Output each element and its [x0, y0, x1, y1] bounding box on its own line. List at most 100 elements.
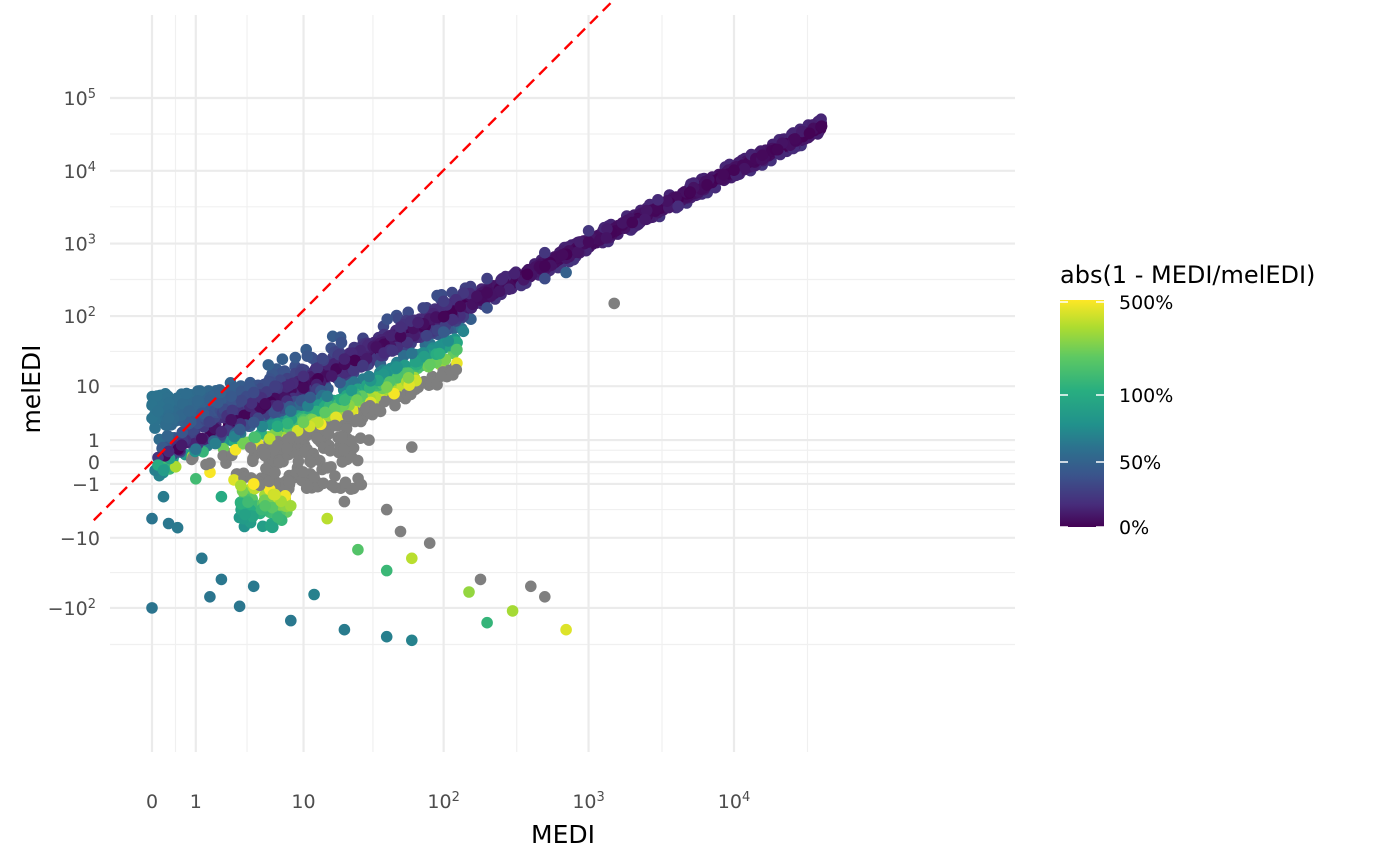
data-point-2408 — [339, 476, 352, 489]
data-point-2354 — [229, 444, 242, 456]
data-point-2490 — [266, 521, 279, 534]
data-point-2381 — [336, 432, 349, 444]
data-point-1478 — [301, 350, 314, 362]
data-point-2391 — [235, 394, 248, 407]
data-point-1669 — [454, 300, 467, 313]
data-point-2416 — [324, 445, 337, 457]
data-point-2563 — [338, 495, 351, 508]
color-legend: abs(1 - MEDI/melEDI) 0% 50% 100% 500% — [1060, 261, 1315, 539]
data-point-1686 — [616, 217, 629, 229]
data-point-2539 — [394, 321, 407, 334]
data-point-2497 — [235, 479, 247, 492]
data-point-1609 — [347, 364, 360, 376]
data-point-2231 — [351, 414, 364, 426]
data-point-2577 — [162, 517, 175, 530]
data-point-1682 — [161, 429, 174, 442]
legend-colorbar — [1060, 300, 1104, 527]
data-point-2250 — [402, 372, 415, 384]
data-point-2523 — [626, 216, 639, 229]
data-point-1111 — [262, 359, 275, 371]
data-point-2543 — [582, 225, 595, 237]
data-point-2247 — [433, 347, 446, 360]
data-point-2511 — [162, 445, 175, 458]
data-point-1879 — [192, 395, 204, 407]
data-point-1474 — [334, 376, 346, 389]
y-tick-label-9: −102 — [48, 596, 96, 620]
legend-label-2: 100% — [1119, 385, 1173, 407]
data-point-2579 — [196, 552, 208, 565]
data-point-2392 — [249, 431, 262, 444]
data-point-2513 — [196, 432, 208, 445]
data-point-2598 — [352, 543, 364, 556]
data-point-2399 — [281, 442, 293, 455]
x-axis-ticks: 0 1 10 102 103 104 — [146, 790, 750, 814]
data-point-2256 — [369, 403, 381, 416]
y-tick-label-2: 103 — [64, 232, 96, 256]
data-point-1322 — [200, 458, 212, 471]
data-point-2417 — [271, 420, 284, 433]
data-point-829 — [289, 351, 302, 364]
data-point-2232 — [360, 401, 373, 414]
legend-label-1: 50% — [1119, 452, 1161, 474]
data-point-2564 — [363, 434, 375, 446]
legend-ticks: 0% 50% 100% 500% — [1060, 292, 1173, 539]
data-point-2498 — [239, 508, 251, 521]
data-point-2569 — [463, 586, 475, 598]
data-point-2587 — [380, 630, 393, 643]
data-point-2216 — [273, 456, 286, 469]
data-point-2297 — [298, 446, 311, 459]
data-point-2600 — [406, 552, 418, 565]
data-point-2236 — [424, 358, 436, 371]
x-tick-label-5: 104 — [718, 790, 750, 814]
x-tick-label-0: 0 — [146, 791, 158, 813]
data-point-2557 — [259, 447, 272, 460]
data-point-2412 — [256, 420, 269, 433]
data-point-1685 — [672, 200, 684, 213]
data-point-2603 — [506, 605, 519, 617]
data-point-2249 — [381, 381, 393, 393]
data-point-1622 — [717, 168, 730, 181]
data-point-2566 — [394, 525, 407, 538]
data-point-2248 — [391, 361, 403, 374]
data-point-2346 — [245, 397, 258, 410]
data-point-1677 — [521, 268, 534, 281]
data-point-2559 — [285, 431, 297, 443]
legend-label-3: 500% — [1119, 292, 1173, 314]
data-point-2555 — [190, 443, 202, 456]
data-point-1659 — [640, 204, 653, 217]
data-point-2581 — [215, 573, 228, 586]
data-point-2411 — [338, 394, 351, 407]
data-point-2542 — [539, 246, 551, 259]
x-tick-label-3: 102 — [427, 790, 459, 814]
data-point-2524 — [684, 186, 696, 198]
data-point-2262 — [322, 428, 335, 440]
data-point-2532 — [183, 405, 195, 417]
data-point-2578 — [171, 521, 184, 534]
data-point-2602 — [481, 616, 493, 629]
data-point-2530 — [152, 405, 164, 417]
y-tick-label-3: 102 — [64, 305, 96, 329]
data-point-1681 — [471, 290, 483, 303]
x-axis-title: MEDI — [531, 820, 595, 849]
data-point-2389 — [244, 441, 257, 454]
legend-title: abs(1 - MEDI/melEDI) — [1060, 261, 1315, 289]
data-point-2567 — [406, 441, 418, 453]
data-point-2536 — [269, 380, 281, 393]
y-tick-label-5: 1 — [88, 430, 100, 452]
data-point-2592 — [215, 490, 228, 503]
data-point-2337 — [292, 455, 305, 468]
data-point-1632 — [385, 329, 397, 342]
data-point-2560 — [297, 416, 310, 429]
data-point-1689 — [574, 236, 586, 248]
data-point-2234 — [435, 370, 448, 383]
data-point-1597 — [446, 313, 459, 326]
data-point-2353 — [319, 406, 331, 419]
data-point-1664 — [601, 223, 613, 235]
data-point-2396 — [311, 432, 323, 444]
y-axis-title: melEDI — [17, 344, 46, 433]
data-point-2514 — [225, 414, 237, 426]
legend-label-0: 0% — [1119, 517, 1149, 539]
data-point-2122 — [389, 399, 401, 412]
data-point-2550 — [406, 347, 418, 360]
